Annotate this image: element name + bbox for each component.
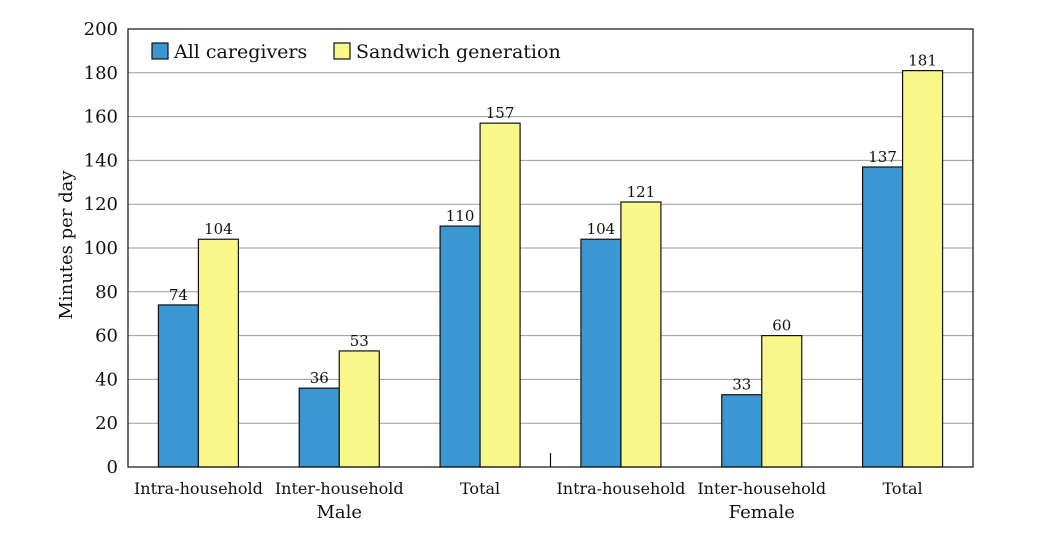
- legend: All caregivers Sandwich generation: [151, 41, 561, 63]
- plot-frame: [127, 28, 974, 468]
- legend-label: Sandwich generation: [356, 41, 561, 63]
- x-axis-labels: Intra-household Inter-household Total Intra…: [134, 479, 923, 523]
- y-axis-title: Minutes per day: [56, 170, 77, 320]
- data-label: 110: [446, 207, 475, 225]
- bars: [157, 70, 944, 468]
- x-tick-label: Total: [460, 479, 500, 498]
- data-labels: 74 104 36 53 110 157 104 121 33 60 137 181: [169, 52, 937, 394]
- legend-swatch: [333, 42, 351, 60]
- y-tick-label: 200: [84, 19, 118, 40]
- y-axis-ticks: 0 20 40 60 80 100 120 140 160 180 200: [84, 19, 118, 478]
- data-label: 157: [486, 104, 515, 122]
- bar: [761, 335, 803, 468]
- y-tick-label: 100: [84, 238, 118, 259]
- bar: [901, 70, 944, 468]
- y-tick-label: 160: [84, 107, 118, 128]
- y-tick-label: 80: [95, 282, 118, 303]
- data-label: 36: [310, 369, 329, 387]
- x-tick-label: Total: [883, 479, 923, 498]
- data-label: 104: [204, 220, 233, 238]
- bar: [157, 304, 200, 468]
- legend-swatch: [151, 42, 169, 60]
- bar: [620, 201, 662, 468]
- x-tick-label: Inter-household: [275, 479, 404, 498]
- data-label: 74: [169, 286, 188, 304]
- bar: [298, 387, 340, 468]
- x-tick-label: Inter-household: [697, 479, 826, 498]
- y-tick-label: 40: [95, 369, 118, 390]
- bar: [580, 238, 622, 468]
- y-tick-label: 0: [107, 457, 118, 478]
- group-label: Female: [729, 502, 795, 523]
- y-tick-label: 60: [95, 326, 118, 347]
- legend-label: All caregivers: [173, 41, 307, 63]
- y-tick-label: 140: [84, 150, 118, 171]
- data-label: 104: [587, 220, 616, 238]
- data-label: 53: [350, 332, 369, 350]
- bar: [479, 122, 521, 468]
- data-label: 121: [627, 183, 656, 201]
- bar: [439, 225, 481, 468]
- y-tick-label: 120: [84, 194, 118, 215]
- data-label: 137: [868, 148, 897, 166]
- data-label: 181: [908, 52, 937, 70]
- data-label: 33: [732, 376, 751, 394]
- x-tick-label: Intra-household: [556, 479, 685, 498]
- y-tick-label: 20: [95, 413, 118, 434]
- group-label: Male: [316, 502, 362, 523]
- bar: [197, 238, 240, 468]
- y-tick-label: 180: [84, 63, 118, 84]
- bar: [721, 394, 763, 468]
- bar: [338, 350, 380, 468]
- x-tick-label: Intra-household: [134, 479, 263, 498]
- bar: [861, 166, 904, 468]
- data-label: 60: [772, 317, 791, 335]
- gridlines: [128, 72, 973, 424]
